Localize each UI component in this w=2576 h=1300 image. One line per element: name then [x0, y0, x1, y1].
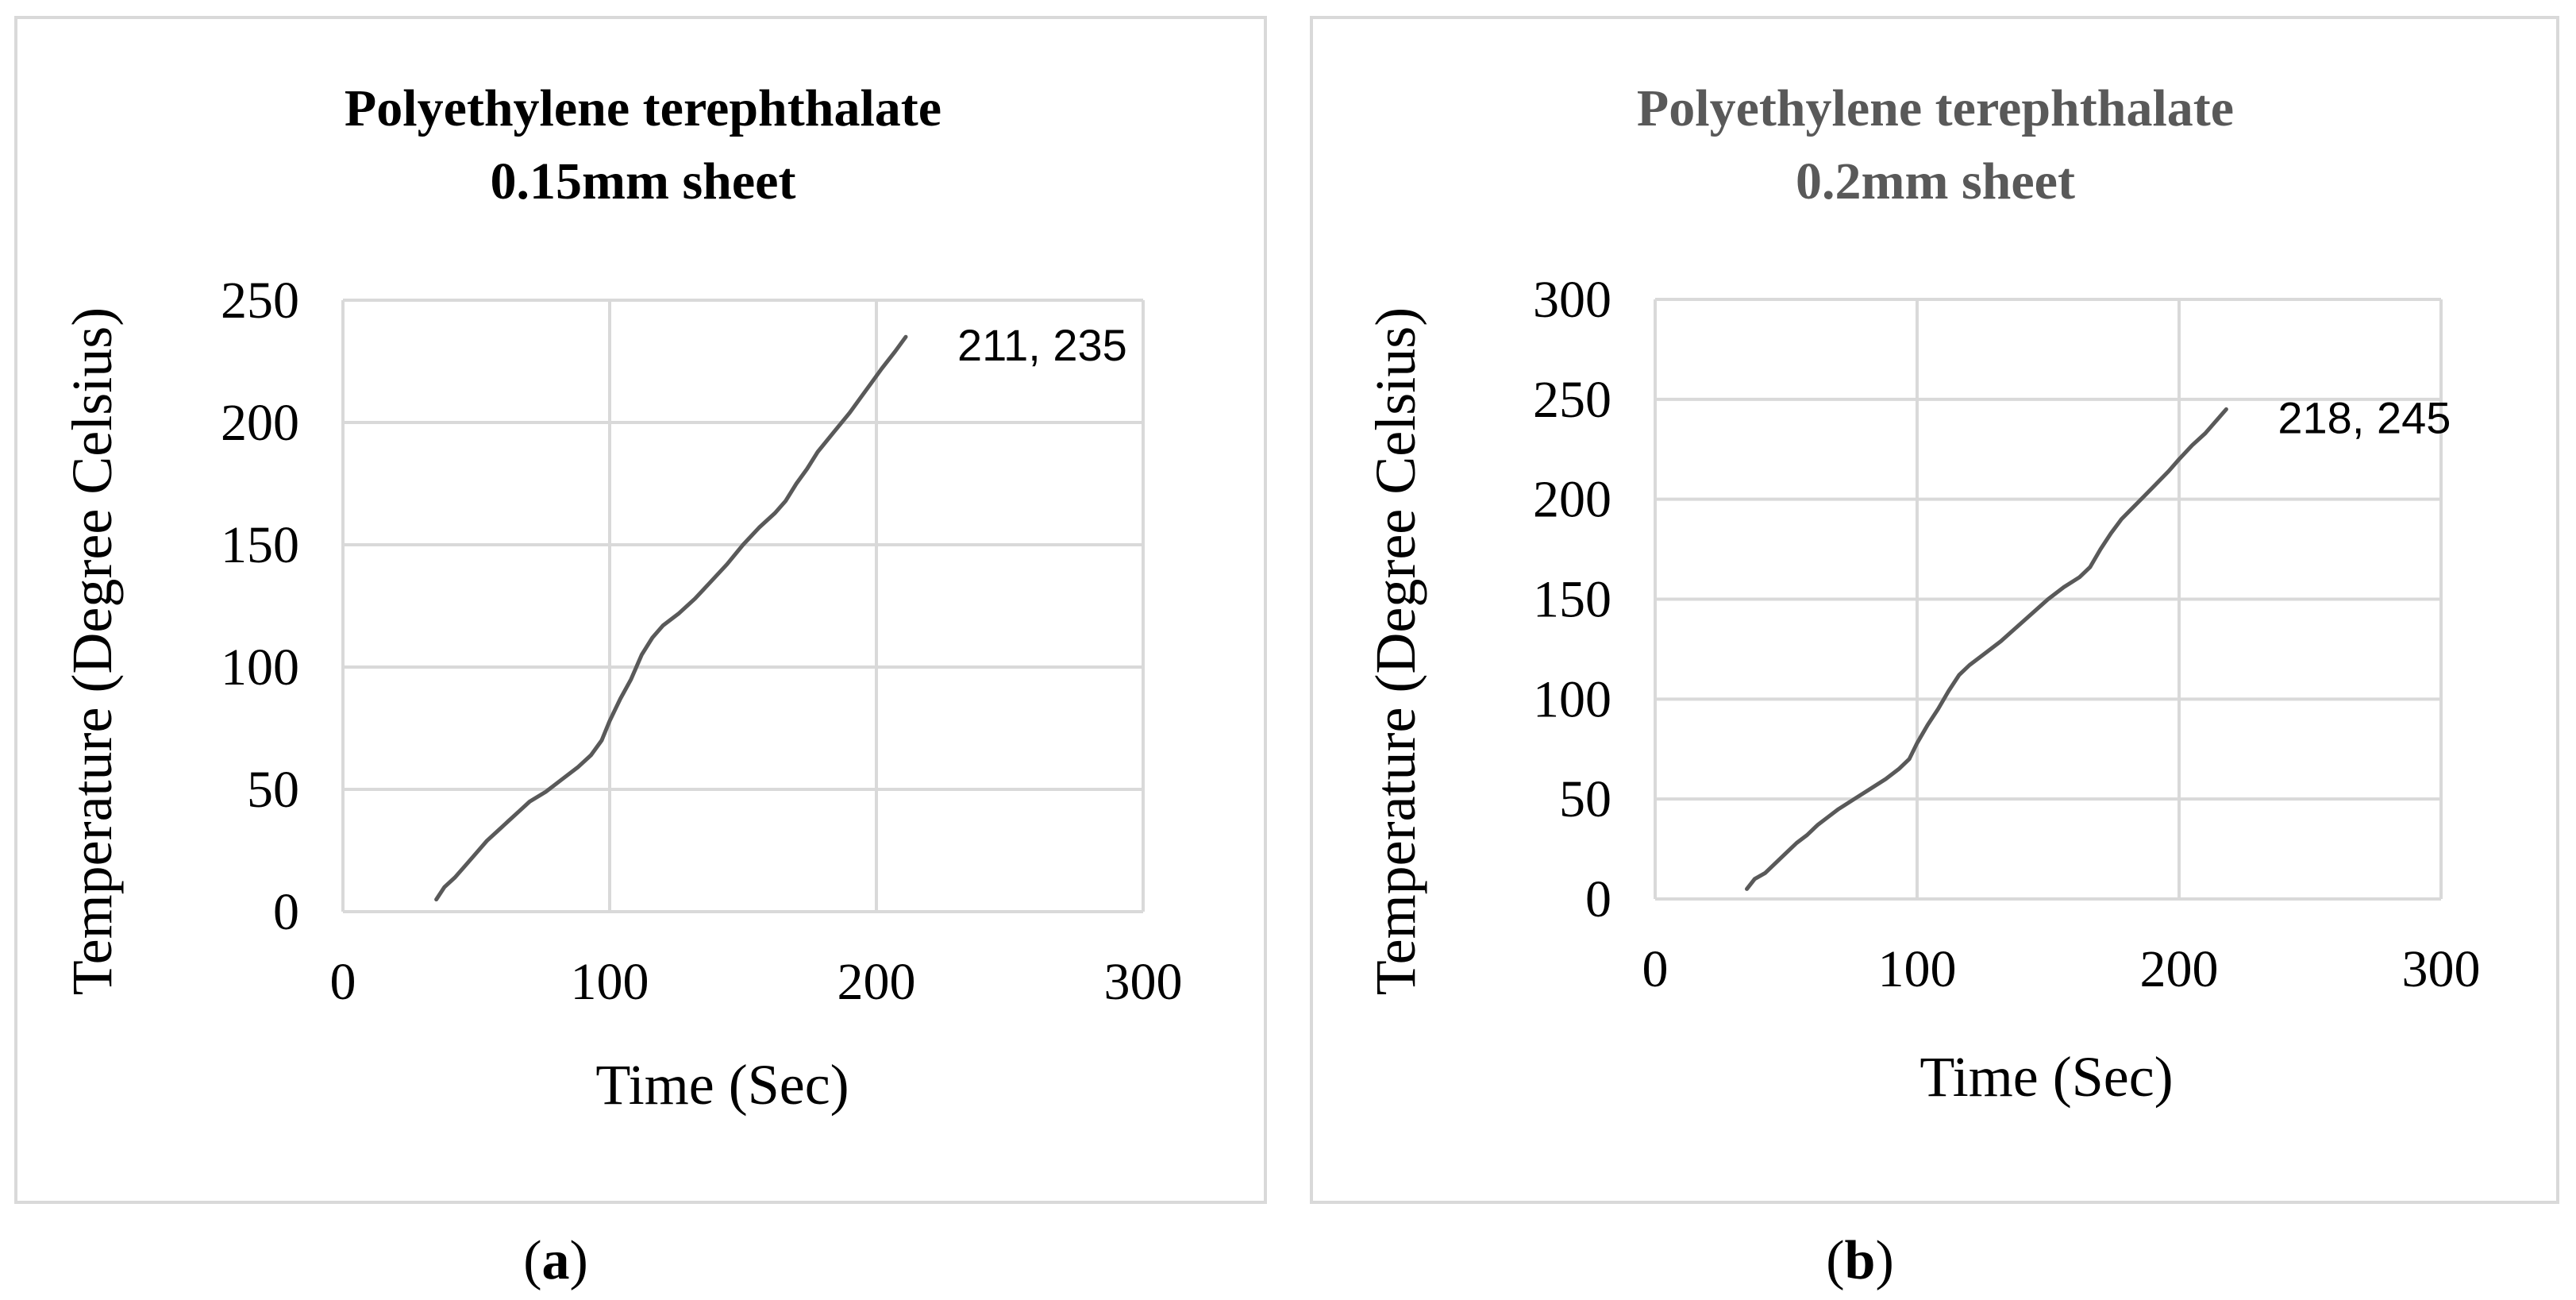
chart-b-y-axis-label: Temperature (Degree Celsius) [1364, 307, 1427, 996]
chart-a-x-tick-label: 300 [1104, 953, 1183, 1011]
chart-b-frame [1310, 16, 2559, 1204]
chart-b-y-tick-label: 250 [1533, 371, 1611, 429]
chart-a-x-tick-label: 200 [837, 953, 916, 1011]
caption-b: (b) [1826, 1230, 1894, 1291]
caption-a-close: ) [570, 1230, 588, 1291]
chart-b-x-tick-label: 300 [2402, 940, 2481, 998]
caption-a: (a) [523, 1230, 588, 1291]
chart-a-frame [14, 16, 1267, 1204]
chart-b-end-point-data-label: 218, 245 [2278, 392, 2451, 442]
chart-a-y-tick-label: 200 [221, 394, 299, 452]
chart-a-series-line [434, 334, 908, 902]
chart-b-y-tick-label: 50 [1559, 770, 1611, 828]
chart-b-title-line-1: Polyethylene terephthalate [1637, 79, 2234, 137]
chart-a: 0 50 100 150 200 250 0 100 200 300 211, 235 [221, 272, 1183, 1011]
chart-a-y-tick-label: 0 [273, 883, 299, 941]
chart-a-y-tick-label: 150 [221, 516, 299, 574]
chart-b-x-tick-label: 200 [2140, 940, 2219, 998]
chart-a-x-tick-label: 100 [571, 953, 649, 1011]
caption-b-close: ) [1875, 1230, 1893, 1291]
chart-b-y-tick-label: 0 [1585, 870, 1611, 928]
caption-b-letter: b [1845, 1230, 1876, 1291]
chart-a-y-tick-label: 250 [221, 272, 299, 330]
chart-a-y-tick-label: 50 [247, 761, 299, 819]
caption-b-open: ( [1826, 1230, 1844, 1291]
chart-b-x-tick-label: 100 [1878, 940, 1957, 998]
caption-a-open: ( [523, 1230, 541, 1291]
chart-a-y-axis-label: Temperature (Degree Celsius) [60, 307, 124, 996]
chart-a-end-point-data-label: 211, 235 [957, 320, 1127, 370]
chart-a-y-tick-label: 100 [221, 638, 299, 696]
caption-a-letter: a [542, 1230, 570, 1291]
chart-b-x-axis-label: Time (Sec) [1919, 1045, 2173, 1109]
chart-a-title-line-2: 0.15mm sheet [491, 152, 796, 210]
chart-b-y-tick-label: 100 [1533, 670, 1611, 728]
chart-a-x-axis-label: Time (Sec) [595, 1053, 849, 1117]
chart-a-x-tick-label: 0 [330, 953, 356, 1011]
chart-b-y-tick-label: 300 [1533, 271, 1611, 329]
chart-b-title-line-2: 0.2mm sheet [1796, 152, 2075, 210]
chart-b-y-tick-label: 200 [1533, 471, 1611, 529]
chart-b-series-line [1745, 407, 2228, 891]
chart-a-title-line-1: Polyethylene terephthalate [345, 79, 941, 137]
chart-b-x-tick-label: 0 [1642, 940, 1669, 998]
chart-b: 0 50 100 150 200 250 300 0 100 200 300 218, 245 [1533, 271, 2481, 998]
chart-b-y-tick-label: 150 [1533, 571, 1611, 629]
